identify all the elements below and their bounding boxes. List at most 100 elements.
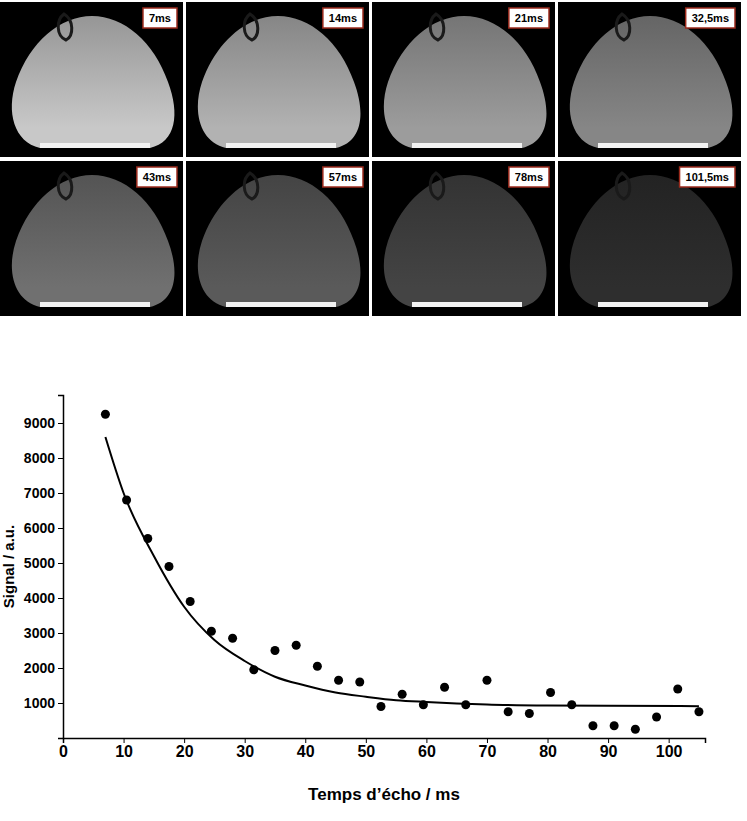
mri-panel: 101,5ms xyxy=(558,161,741,316)
data-point xyxy=(398,690,407,699)
x-tick: 60 xyxy=(418,738,436,760)
bright-band xyxy=(226,143,336,148)
data-point xyxy=(673,685,682,694)
x-tick-label: 20 xyxy=(176,743,194,760)
y-tick: 8000 xyxy=(24,450,63,466)
label-box xyxy=(686,8,735,28)
image-grid: 7ms 14ms 21ms 32,5ms 43ms 57ms 78ms 101,5ms xyxy=(0,2,741,316)
y-tick-mark xyxy=(58,703,63,704)
x-tick-mark xyxy=(669,738,670,743)
y-tick-mark xyxy=(58,423,63,424)
bone-outline xyxy=(616,14,630,40)
panel-background xyxy=(186,2,369,157)
mri-panel: 14ms xyxy=(186,2,369,157)
x-tick: 0 xyxy=(59,738,68,760)
bone-outline xyxy=(244,173,258,199)
thigh-section xyxy=(12,16,175,148)
panel-background xyxy=(372,2,555,157)
echo-time-label: 43ms xyxy=(143,171,171,183)
y-tick: 9000 xyxy=(24,415,63,431)
thigh-section xyxy=(384,16,547,148)
thigh-section xyxy=(198,175,361,307)
figure: 7ms 14ms 21ms 32,5ms 43ms 57ms 78ms 101,5ms 0 10 2… xyxy=(0,0,747,821)
y-tick: 3000 xyxy=(24,625,63,641)
label-box xyxy=(323,8,363,28)
bone-outline xyxy=(430,173,444,199)
thigh-section xyxy=(198,16,361,148)
thigh-section xyxy=(12,175,175,307)
bright-band xyxy=(598,143,708,148)
x-tick-label: 70 xyxy=(479,743,497,760)
chart: 0102030405060708090100100020003000400050… xyxy=(0,396,706,805)
y-axis-line xyxy=(58,396,64,739)
data-point xyxy=(376,702,385,711)
y-tick-mark xyxy=(58,668,63,669)
data-point xyxy=(355,678,364,687)
x-tick-mark xyxy=(245,738,246,743)
echo-time-label: 32,5ms xyxy=(692,12,729,24)
x-tick-mark xyxy=(366,738,367,743)
thigh-section xyxy=(570,175,733,307)
y-tick-mark xyxy=(58,633,63,634)
x-tick-mark xyxy=(184,738,185,743)
y-tick-label: 5000 xyxy=(24,555,55,571)
y-tick-label: 4000 xyxy=(24,590,55,606)
x-tick-mark xyxy=(548,738,549,743)
bone-outline xyxy=(244,14,258,40)
x-tick-label: 30 xyxy=(236,743,254,760)
x-axis-title: Temps d’écho / ms xyxy=(308,785,460,804)
y-tick: 1000 xyxy=(24,695,63,711)
x-tick-label: 50 xyxy=(357,743,375,760)
mri-panel: 32,5ms xyxy=(558,2,741,157)
y-tick-label: 2000 xyxy=(24,660,55,676)
plot-area xyxy=(101,410,704,734)
echo-time-label: 7ms xyxy=(149,12,171,24)
x-axis-line xyxy=(64,739,706,744)
y-tick: 7000 xyxy=(24,485,63,501)
y-tick-label: 9000 xyxy=(24,415,55,431)
y-tick-mark xyxy=(58,458,63,459)
data-point xyxy=(694,707,703,716)
bone-outline xyxy=(616,173,630,199)
x-tick-label: 0 xyxy=(59,743,68,760)
x-tick: 90 xyxy=(600,738,618,760)
panel-background xyxy=(558,2,741,157)
x-tick-mark xyxy=(426,738,427,743)
data-point xyxy=(631,725,640,734)
bright-band xyxy=(598,302,708,307)
y-tick: 6000 xyxy=(24,520,63,536)
mri-panel: 7ms xyxy=(0,2,183,157)
thigh-section xyxy=(384,175,547,307)
panel-background xyxy=(558,161,741,316)
data-point xyxy=(504,707,513,716)
y-tick-label: 7000 xyxy=(24,485,55,501)
data-point xyxy=(525,709,534,718)
bright-band xyxy=(40,143,150,148)
mri-panel: 57ms xyxy=(186,161,369,316)
x-tick: 10 xyxy=(115,738,133,760)
label-box xyxy=(137,167,177,187)
x-tick: 40 xyxy=(297,738,315,760)
y-tick-label: 3000 xyxy=(24,625,55,641)
y-tick-mark xyxy=(58,598,63,599)
y-tick-mark xyxy=(58,563,63,564)
bright-band xyxy=(226,302,336,307)
panel-background xyxy=(372,161,555,316)
data-point xyxy=(228,634,237,643)
x-tick: 70 xyxy=(479,738,497,760)
mri-panel: 21ms xyxy=(372,2,555,157)
label-box xyxy=(509,8,549,28)
bright-band xyxy=(40,302,150,307)
y-tick-label: 8000 xyxy=(24,450,55,466)
echo-time-label: 78ms xyxy=(515,171,543,183)
data-point xyxy=(588,721,597,730)
echo-time-label: 14ms xyxy=(329,12,357,24)
x-tick: 80 xyxy=(539,738,557,760)
x-tick: 30 xyxy=(236,738,254,760)
x-axis: 0102030405060708090100 xyxy=(59,738,705,760)
label-box xyxy=(323,167,363,187)
y-tick-label: 6000 xyxy=(24,520,55,536)
y-tick-mark xyxy=(58,493,63,494)
x-tick-label: 80 xyxy=(539,743,557,760)
x-tick-label: 90 xyxy=(600,743,618,760)
